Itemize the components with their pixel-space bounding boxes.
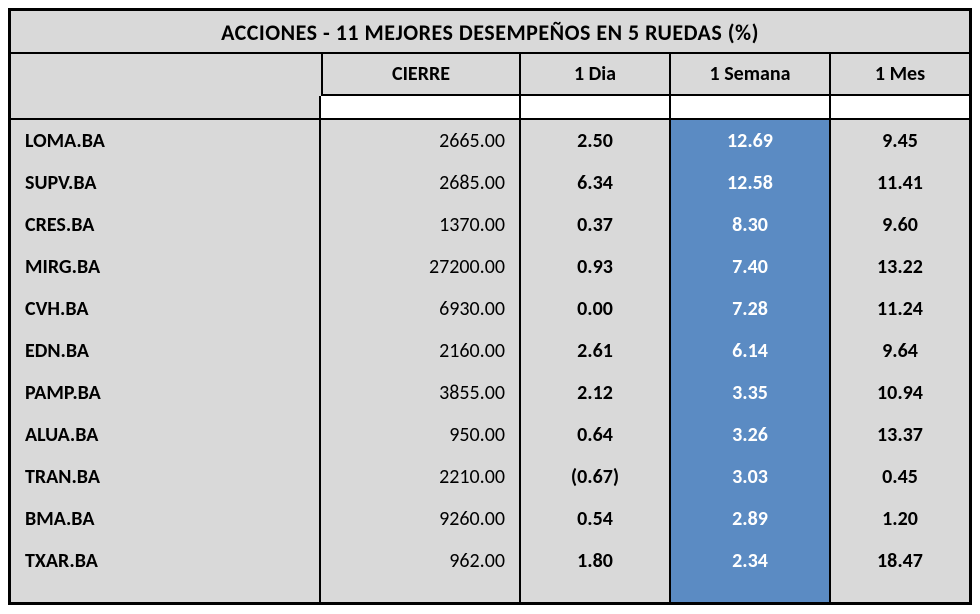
- cell-semana: 2.34: [671, 540, 831, 582]
- table-row: BMA.BA9260.000.542.891.20: [11, 498, 969, 540]
- cell-cierre: 3855.00: [321, 372, 521, 414]
- cell-cierre: 6930.00: [321, 288, 521, 330]
- cell-mes: 9.45: [831, 120, 969, 162]
- cell-dia: 2.61: [521, 330, 671, 372]
- table-body: LOMA.BA2665.002.5012.699.45SUPV.BA2685.0…: [11, 118, 969, 602]
- cell-ticker: SUPV.BA: [11, 162, 321, 204]
- cell-ticker: TXAR.BA: [11, 540, 321, 582]
- cell-cierre: 2210.00: [321, 456, 521, 498]
- table-title: ACCIONES - 11 MEJORES DESEMPEÑOS EN 5 RU…: [11, 11, 969, 54]
- table-row: CVH.BA6930.000.007.2811.24: [11, 288, 969, 330]
- cell-dia: 0.00: [521, 288, 671, 330]
- cell-dia: 0.37: [521, 204, 671, 246]
- cell-cierre: 27200.00: [321, 246, 521, 288]
- cell-semana: 7.40: [671, 246, 831, 288]
- cell-mes: 9.64: [831, 330, 969, 372]
- cell-cierre: 2160.00: [321, 330, 521, 372]
- table-row: PAMP.BA3855.002.123.3510.94: [11, 372, 969, 414]
- cell-dia: 2.50: [521, 120, 671, 162]
- table-row: TXAR.BA962.001.802.3418.47: [11, 540, 969, 582]
- cell-ticker: CVH.BA: [11, 288, 321, 330]
- cell-semana: 3.35: [671, 372, 831, 414]
- cell-mes: 13.22: [831, 246, 969, 288]
- cell-semana: 3.03: [671, 456, 831, 498]
- cell-mes: 11.24: [831, 288, 969, 330]
- table-row: ALUA.BA950.000.643.2613.37: [11, 414, 969, 456]
- cell-dia: 0.64: [521, 414, 671, 456]
- col-cierre-header: CIERRE: [321, 54, 521, 96]
- cell-semana: 3.26: [671, 414, 831, 456]
- table-row: CRES.BA1370.000.378.309.60: [11, 204, 969, 246]
- cell-semana: 7.28: [671, 288, 831, 330]
- col-semana-header: 1 Semana: [671, 54, 831, 96]
- cell-semana: 12.58: [671, 162, 831, 204]
- cell-semana: 6.14: [671, 330, 831, 372]
- cell-ticker: MIRG.BA: [11, 246, 321, 288]
- cell-mes: 10.94: [831, 372, 969, 414]
- cell-ticker: ALUA.BA: [11, 414, 321, 456]
- cell-dia: 1.80: [521, 540, 671, 582]
- cell-ticker: PAMP.BA: [11, 372, 321, 414]
- cell-mes: 18.47: [831, 540, 969, 582]
- cell-dia: 0.54: [521, 498, 671, 540]
- cell-cierre: 2685.00: [321, 162, 521, 204]
- col-dia-header: 1 Dia: [521, 54, 671, 96]
- table-bottom-pad: [11, 582, 969, 602]
- cell-mes: 13.37: [831, 414, 969, 456]
- col-ticker-header: [11, 54, 321, 96]
- cell-cierre: 2665.00: [321, 120, 521, 162]
- cell-ticker: TRAN.BA: [11, 456, 321, 498]
- cell-cierre: 1370.00: [321, 204, 521, 246]
- cell-semana: 8.30: [671, 204, 831, 246]
- cell-dia: 0.93: [521, 246, 671, 288]
- cell-semana: 2.89: [671, 498, 831, 540]
- stocks-table: ACCIONES - 11 MEJORES DESEMPEÑOS EN 5 RU…: [8, 8, 972, 605]
- cell-cierre: 9260.00: [321, 498, 521, 540]
- table-row: SUPV.BA2685.006.3412.5811.41: [11, 162, 969, 204]
- cell-ticker: BMA.BA: [11, 498, 321, 540]
- cell-dia: (0.67): [521, 456, 671, 498]
- cell-ticker: LOMA.BA: [11, 120, 321, 162]
- cell-mes: 9.60: [831, 204, 969, 246]
- table-row: MIRG.BA27200.000.937.4013.22: [11, 246, 969, 288]
- cell-semana: 12.69: [671, 120, 831, 162]
- table-row: EDN.BA2160.002.616.149.64: [11, 330, 969, 372]
- cell-ticker: EDN.BA: [11, 330, 321, 372]
- table-header-row: CIERRE 1 Dia 1 Semana 1 Mes: [11, 54, 969, 96]
- header-gap: [11, 96, 969, 118]
- cell-cierre: 950.00: [321, 414, 521, 456]
- cell-dia: 2.12: [521, 372, 671, 414]
- col-mes-header: 1 Mes: [831, 54, 969, 96]
- cell-mes: 0.45: [831, 456, 969, 498]
- cell-dia: 6.34: [521, 162, 671, 204]
- table-row: LOMA.BA2665.002.5012.699.45: [11, 120, 969, 162]
- cell-ticker: CRES.BA: [11, 204, 321, 246]
- cell-cierre: 962.00: [321, 540, 521, 582]
- table-row: TRAN.BA2210.00(0.67)3.030.45: [11, 456, 969, 498]
- cell-mes: 1.20: [831, 498, 969, 540]
- cell-mes: 11.41: [831, 162, 969, 204]
